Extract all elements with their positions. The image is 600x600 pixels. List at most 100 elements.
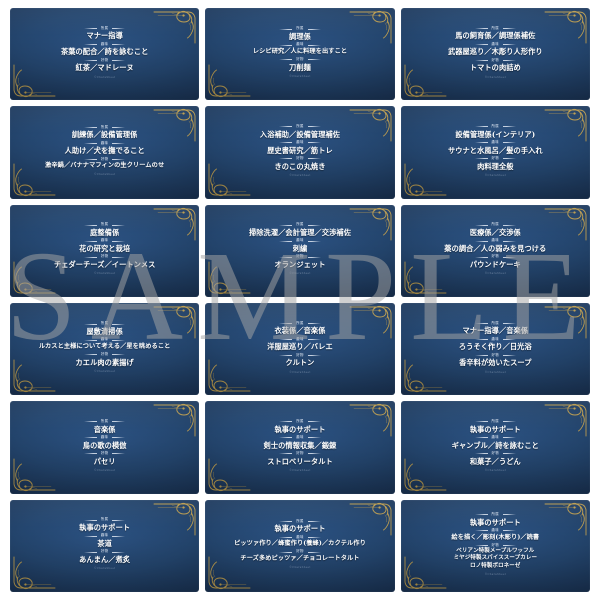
favorite-label-row: 好物	[19, 157, 190, 162]
rule-right-icon	[307, 421, 321, 423]
affiliation-block: 所属 掃除洗濯／会計管理／交渉補佐	[214, 223, 385, 237]
rule-right-icon	[503, 437, 517, 439]
rule-left-icon	[279, 551, 293, 553]
favorite-label: 好物	[100, 549, 109, 554]
card-footer: ©CharaSheet	[484, 370, 507, 374]
character-card-9[interactable]: 所属 医療係／交渉係 趣味 薬の調合／人の弱みを見つける 好物	[400, 204, 590, 297]
rule-left-icon	[83, 143, 97, 145]
character-card-15[interactable]: 所属 執事のサポート 趣味 ギャンブル／詩を詠むこと 好物	[400, 401, 590, 494]
hobby-label-row: 趣味	[214, 140, 385, 145]
favorite-block: 好物 チェダーチーズ／イートンメス	[19, 255, 190, 269]
affiliation-label: 所属	[100, 321, 109, 326]
rule-left-icon	[474, 240, 488, 242]
rule-right-icon	[112, 354, 126, 356]
hobby-block: 趣味 洋服屋巡り／バレエ	[214, 337, 385, 352]
card-footer: ©CharaSheet	[289, 272, 311, 276]
hobby-block: 趣味 茶葉の配合／詩を詠むこと	[19, 42, 190, 57]
favorite-value: オランジェット	[274, 260, 326, 270]
favorite-label-row: 好物	[410, 255, 581, 259]
rule-right-icon	[307, 551, 321, 553]
hobby-label-row: 趣味	[19, 239, 190, 243]
favorite-value: 紅茶／マドレーヌ	[75, 63, 134, 73]
card-content: 所属 音楽係 趣味 鳥の歌の模倣 好物 パセリ	[10, 414, 199, 481]
hobby-label: 趣味	[491, 140, 500, 145]
hobby-label-row: 趣味	[410, 337, 581, 342]
character-card-16[interactable]: 所属 執事のサポート 趣味 茶道 好物 あんまん／煮	[10, 499, 200, 592]
card-content: 所属 調理係 趣味 レシピ研究／人に料理を出すこと 好物	[205, 21, 394, 87]
affiliation-value: 設備管理係(インテリア)	[455, 129, 536, 139]
hobby-block: 趣味 鳥の歌の模倣	[19, 435, 190, 450]
favorite-value: チェダーチーズ／イートンメス	[53, 260, 156, 270]
hobby-label-row: 趣味	[214, 435, 385, 440]
card-footer: ©CharaSheet	[289, 565, 311, 569]
affiliation-block: 所属 調理係	[214, 27, 385, 41]
favorite-value: クルトン	[285, 358, 315, 368]
character-card-11[interactable]: 所属 衣装係／音楽係 趣味 洋服屋巡り／バレエ 好物	[205, 303, 395, 396]
character-card-7[interactable]: 所属 庭整備係 趣味 花の研究と栽培 好物 チェダー	[10, 204, 200, 297]
rule-left-icon	[474, 28, 488, 30]
rule-right-icon	[112, 28, 126, 30]
rule-left-icon	[83, 323, 97, 325]
character-card-1[interactable]: 所属 マナー指導 趣味 茶葉の配合／詩を詠むこと 好物	[10, 8, 200, 101]
character-card-4[interactable]: 所属 訓練係／設備管理係 趣味 人助け／犬を撫でること 好物	[10, 106, 200, 199]
favorite-label-row: 好物	[214, 353, 385, 358]
hobby-label-row: 趣味	[19, 435, 190, 440]
card-content: 所属 執事のサポート 趣味 絵を描く／彫刻(木彫り)／読書 好物	[401, 507, 590, 584]
rule-right-icon	[112, 535, 126, 537]
character-card-14[interactable]: 所属 執事のサポート 趣味 剣士の情報収集／鍛錬 好物	[205, 401, 395, 494]
character-card-6[interactable]: 所属 設備管理係(インテリア) 趣味 サウナと水風呂／髪の手入れ 好物	[400, 106, 590, 199]
rule-left-icon	[474, 437, 488, 439]
rule-left-icon	[474, 224, 488, 226]
rule-left-icon	[279, 240, 293, 242]
card-footer: ©CharaSheet	[93, 75, 116, 79]
hobby-value: ろうそく作り／日光浴	[458, 342, 532, 352]
hobby-label-row: 趣味	[214, 337, 385, 342]
hobby-label-row: 趣味	[410, 239, 581, 243]
hobby-block: 趣味 薬の調合／人の弱みを見つける	[410, 239, 581, 253]
favorite-label-row: 好物	[410, 58, 581, 63]
character-card-17[interactable]: 所属 執事のサポート 趣味 ピッツァ作り／蜂蜜作り(養蜂)／カクテル作り 好物	[205, 499, 395, 592]
favorite-value: 和菓子／うどん	[469, 456, 521, 466]
affiliation-label-row: 所属	[214, 27, 385, 31]
favorite-block: 好物 肉料理全般	[410, 156, 581, 171]
favorite-label-row: 好物	[214, 255, 385, 259]
affiliation-label-row: 所属	[410, 320, 581, 326]
rule-left-icon	[83, 28, 97, 30]
affiliation-label: 所属	[296, 518, 304, 523]
favorite-value: きのこの丸焼き	[274, 161, 326, 171]
rule-right-icon	[307, 437, 321, 439]
rule-left-icon	[279, 28, 293, 30]
rule-right-icon	[307, 339, 321, 341]
favorite-block: 好物 刀削麺	[214, 57, 385, 72]
character-card-3[interactable]: 所属 馬の飼育係／調理係補佐 趣味 武器屋巡り／木彫り人形作り 好物	[400, 8, 590, 101]
favorite-label-row: 好物	[214, 57, 385, 62]
affiliation-label: 所属	[491, 320, 500, 325]
favorite-block: 好物 あんまん／煮炙	[19, 550, 190, 564]
hobby-block: 趣味 刺繍	[214, 239, 385, 253]
favorite-label: 好物	[491, 542, 500, 547]
favorite-label: 好物	[296, 549, 304, 554]
affiliation-value: 掃除洗濯／会計管理／交渉補佐	[248, 228, 351, 238]
rule-left-icon	[474, 355, 488, 356]
affiliation-label-row: 所属	[19, 125, 190, 130]
rule-left-icon	[83, 224, 97, 226]
character-card-10[interactable]: 所属 屋敷清掃係 趣味 ルカスと主様について考える／星を眺めること 好物	[10, 303, 200, 396]
character-card-5[interactable]: 所属 入浴補助／設備管理補佐 趣味 歴史書研究／筋トレ 好物	[205, 106, 395, 199]
hobby-value: レシピ研究／人に料理を出すこと	[252, 48, 348, 56]
affiliation-value: 屋敷清掃係	[86, 327, 123, 337]
character-card-8[interactable]: 所属 掃除洗濯／会計管理／交渉補佐 趣味 刺繍 好物	[205, 204, 395, 297]
rule-right-icon	[503, 530, 517, 532]
character-card-13[interactable]: 所属 音楽係 趣味 鳥の歌の模倣 好物 パセリ	[10, 401, 200, 494]
rule-left-icon	[83, 158, 97, 160]
affiliation-label-row: 所属	[214, 419, 385, 424]
rule-right-icon	[112, 437, 126, 439]
rule-right-icon	[503, 339, 517, 341]
hobby-label: 趣味	[100, 238, 109, 243]
card-footer: ©CharaSheet	[93, 173, 116, 177]
character-card-12[interactable]: 所属 マナー指導／音楽係 趣味 ろうそく作り／日光浴 好物	[400, 303, 590, 396]
favorite-value: トマトの肉詰め	[469, 63, 521, 73]
rule-right-icon	[307, 158, 321, 160]
rule-left-icon	[279, 142, 293, 144]
character-card-18[interactable]: 所属 執事のサポート 趣味 絵を描く／彫刻(木彫り)／読書 好物	[400, 499, 590, 592]
character-card-2[interactable]: 所属 調理係 趣味 レシピ研究／人に料理を出すこと 好物	[205, 8, 395, 101]
